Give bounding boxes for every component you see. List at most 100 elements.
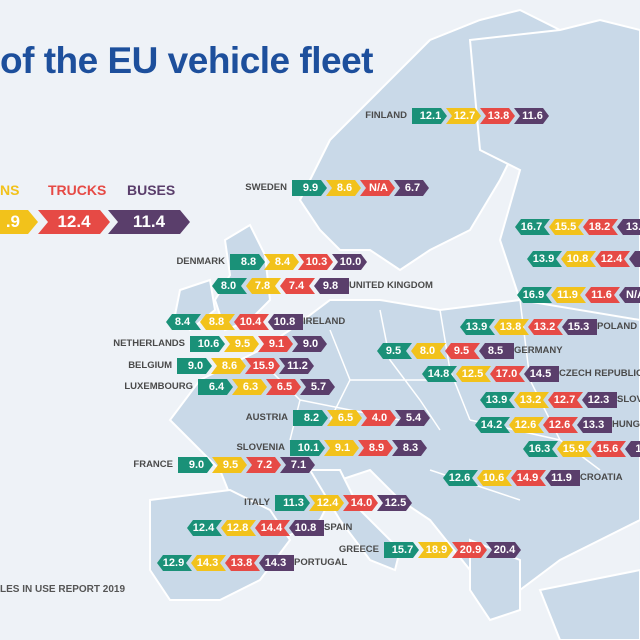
buses-age-value: 10.8 [268,314,303,330]
trucks-age-value: 4.0 [361,410,396,426]
trucks-age-value: 13.8 [225,555,260,571]
trucks-age-value: 9.1 [258,336,293,352]
cars-age-value: 9.0 [178,457,213,473]
cars-age-value: 16.7 [515,219,550,235]
trucks-age-value: 14.9 [511,470,546,486]
trucks-age-value: 14.0 [343,495,378,511]
country-row: 12.6 10.6 14.9 11.9 [443,470,580,486]
trucks-age-value: 10.4 [234,314,269,330]
country-row: 8.8 8.4 10.3 10.0 [230,254,366,270]
trucks-age-value: 12.6 [543,417,578,433]
cars-age-value: 8.2 [293,410,328,426]
legend-buses-value: 11.4 [108,210,190,234]
vans-age-value: 15.9 [557,441,592,457]
trucks-age-value: 17.0 [490,366,525,382]
buses-age-value: 6.7 [394,180,429,196]
vans-age-value: 12.5 [456,366,491,382]
trucks-age-value: 10.3 [298,254,333,270]
country-row: 10.6 9.5 9.1 9.0 [190,336,326,352]
country-row: 14.2 12.6 12.6 13.3 [475,417,612,433]
country-label: IRELAND [303,316,346,327]
buses-age-value: 16 [625,441,640,457]
buses-age-value: 11.9 [545,470,580,486]
country-row: 9.0 9.5 7.2 7.1 [178,457,314,473]
vans-age-value: 8.4 [264,254,299,270]
vans-age-value: 12.7 [446,108,481,124]
country-label: CZECH REPUBLIC [559,368,640,379]
trucks-age-value: 18.2 [583,219,618,235]
cars-age-value: 11.3 [275,495,310,511]
country-row: 9.9 8.6 N/A 6.7 [292,180,428,196]
country-label: BELGIUM [128,360,172,371]
iberia-shape [149,488,292,601]
trucks-age-value: 20.9 [452,542,487,558]
country-row: 16.911.911.6N/A [517,287,640,303]
country-label: GERMANY [514,345,563,356]
country-row: 13.910.812.41 [527,251,640,267]
trucks-age-value: 9.5 [445,343,480,359]
source-footer: LES IN USE REPORT 2019 [0,584,126,595]
trucks-age-value: 14.4 [255,520,290,536]
buses-age-value: 5.7 [300,379,335,395]
trucks-age-value: 12.4 [595,251,630,267]
country-row: 6.4 6.3 6.5 5.7 [198,379,334,395]
vans-age-value: 6.3 [232,379,267,395]
cars-age-value: 12.9 [157,555,192,571]
cars-age-value: 8.8 [230,254,265,270]
buses-age-value: 9.8 [314,278,349,294]
country-label: PORTUGAL [294,557,348,568]
trucks-age-value: 13.8 [480,108,515,124]
vans-age-value: 18.9 [418,542,453,558]
legend-vans-label: NS [0,182,20,198]
trucks-age-value: 15.9 [245,358,280,374]
buses-age-value: 14.5 [524,366,559,382]
buses-age-value: 13.3 [577,417,612,433]
cars-age-value: 12.6 [443,470,478,486]
cars-age-value: 16.9 [517,287,552,303]
cars-age-value: 8.4 [166,314,201,330]
vans-age-value: 8.0 [411,343,446,359]
country-row: 16.7 15.5 18.2 13. [515,219,640,235]
legend-buses-label: BUSES [127,182,176,198]
vans-age-value: 10.8 [561,251,596,267]
buses-age-value: 13. [617,219,640,235]
vans-age-value: 9.5 [212,457,247,473]
country-label: NETHERLANDS [113,338,185,349]
cars-age-value: 6.4 [198,379,233,395]
cars-age-value: 8.0 [212,278,247,294]
trucks-age-value: 7.4 [280,278,315,294]
country-label: DENMARK [176,256,225,267]
country-row: 14.8 12.5 17.0 14.5 [422,366,559,382]
buses-age-value: 5.4 [395,410,430,426]
country-row: 10.1 9.1 8.9 8.3 [290,440,426,456]
legend-trucks-value: 12.4 [38,210,110,234]
buses-age-value: 15.3 [562,319,597,335]
vans-age-value: 8.6 [326,180,361,196]
buses-age-value: 7.1 [280,457,315,473]
cars-age-value: 10.1 [290,440,325,456]
trucks-age-value: 8.9 [358,440,393,456]
buses-age-value: N/A [619,287,640,303]
country-label: SLOVENIA [236,442,285,453]
country-label: UNITED KINGDOM [349,280,433,291]
cars-age-value: 14.8 [422,366,457,382]
trucks-age-value: 7.2 [246,457,281,473]
trucks-age-value: 13.2 [528,319,563,335]
country-label: HUNGA [612,419,640,430]
vans-age-value: 12.6 [509,417,544,433]
vans-age-value: 9.5 [224,336,259,352]
vans-age-value: 15.5 [549,219,584,235]
country-label: POLAND [597,321,638,332]
country-row: 12.4 12.8 14.4 10.8 [187,520,324,536]
country-row: 13.9 13.2 12.7 12.3 [480,392,617,408]
country-row: 11.3 12.4 14.0 12.5 [275,495,411,511]
cars-age-value: 12.4 [187,520,222,536]
cars-age-value: 9.5 [377,343,412,359]
buses-age-value: 10.8 [289,520,324,536]
legend-trucks-label: TRUCKS [48,182,107,198]
cars-age-value: 15.7 [384,542,419,558]
country-row: 9.5 8.0 9.5 8.5 [377,343,514,359]
vans-age-value: 9.1 [324,440,359,456]
vans-age-value: 13.8 [494,319,529,335]
country-label: SLOVA [617,394,640,405]
